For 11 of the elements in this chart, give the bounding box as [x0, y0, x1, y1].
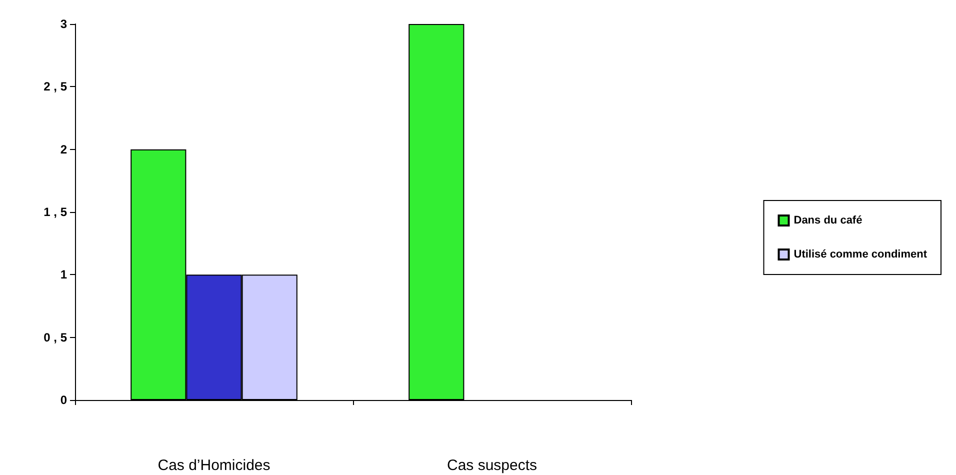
y-tick-label: 1 , 5: [44, 205, 68, 219]
y-tick-label: 2 , 5: [44, 80, 68, 94]
y-tick-label: 0: [60, 393, 68, 407]
y-tick-label: 0 , 5: [44, 330, 68, 344]
legend-label: Utilisé comme condiment: [794, 248, 928, 260]
y-tick-label: 1: [60, 268, 68, 282]
x-tick-label: Cas suspects: [446, 457, 538, 474]
x-tick-label: Cas d’Homicides: [158, 457, 270, 474]
y-tick-label: 3: [60, 17, 68, 31]
y-tick-label: 2: [60, 142, 68, 156]
legend-label: Dans du café: [794, 214, 862, 226]
